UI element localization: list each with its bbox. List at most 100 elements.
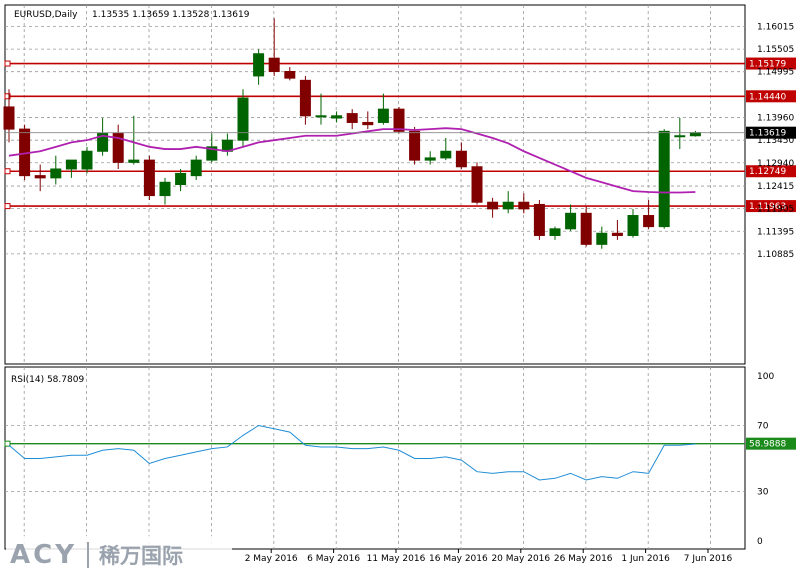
candle-body [674,135,686,138]
x-tick-label: 1 Jun 2016 [621,554,670,564]
candle-body [580,212,592,245]
level-price-box [746,200,796,213]
candle-body [81,150,93,170]
x-tick-label: 20 May 2016 [491,554,550,564]
level-price-box [746,57,796,70]
candle-body [65,159,77,170]
rsi-y-tick-label: 100 [757,372,774,382]
vertical-grid [23,5,711,549]
current-price-label: 1.13619 [749,129,786,139]
watermark-separator [87,542,90,568]
watermark-logo: ACY 稀万国际 [6,536,232,574]
y-tick-label: 1.11395 [757,227,794,237]
level-anchor [4,60,11,67]
rsi-y-tick-label: 0 [757,537,763,547]
candle-body [565,212,577,230]
candle-body [159,181,171,197]
y-tick-label: 1.12415 [757,182,794,192]
rsi-y-tick-label: 30 [757,488,769,498]
y-tick-label: 1.12940 [757,159,794,169]
price-levels: 1.15179 1.14440 1.12749 1.11963 [4,57,796,213]
candle-body [627,215,639,236]
candle-body [611,232,623,236]
rsi-panel-border [4,366,746,550]
rsi-indicator: 58.9888 [4,424,796,481]
candle-body [50,168,62,179]
x-tick-label: 26 May 2016 [554,554,613,564]
candle-body [190,159,202,177]
candle-body [471,166,483,203]
level-price-label: 1.14440 [749,92,786,102]
level-anchor [4,203,11,210]
x-tick-label: 11 May 2016 [367,554,426,564]
candle-body [362,121,374,126]
y-tick-label: 1.13960 [757,114,794,124]
candlesticks [3,18,701,249]
rsi-level-anchor [4,440,11,447]
candle-body [455,150,467,168]
candle-body [112,133,124,163]
rsi-label: RSI(14) 58.7809 [11,375,84,385]
candle-body [658,130,670,228]
level-price-label: 1.11963 [749,202,786,212]
candle-body [533,203,545,236]
candle-body [268,57,280,72]
rsi-level-label: 58.9888 [749,440,786,450]
x-axis-labels: 2 May 2016 6 May 2016 11 May 2016 16 May 20… [245,549,733,564]
candle-body [331,115,343,119]
candle-body [440,150,452,159]
level-price-label: 1.12749 [749,167,786,177]
x-tick-label: 6 May 2016 [307,554,360,564]
x-tick-label: 2 May 2016 [245,554,298,564]
candle-body [34,175,46,179]
candle-body [549,228,561,236]
candle-body [518,201,530,210]
level-price-box [746,90,796,103]
candle-body [3,106,15,130]
level-anchor [4,93,11,100]
ohlc-label: 1.13535 1.13659 1.13528 1.13619 [92,10,250,20]
candle-body [502,201,514,210]
watermark-chinese: 稀万国际 [99,544,184,568]
symbol-label: EURUSD,Daily [14,10,78,20]
candle-body [97,133,109,152]
candle-body [315,115,327,118]
candle-body [346,113,358,123]
y-tick-label: 1.16015 [757,22,794,32]
x-tick-label: 7 Jun 2016 [684,554,733,564]
ma-line [8,127,696,194]
rsi-line [8,424,696,481]
level-price-label: 1.15179 [749,60,786,70]
candle-body [237,97,249,141]
candle-body [143,159,155,197]
candle-body [175,172,187,186]
y-tick-label: 1.11905 [757,205,794,215]
y-tick-label: 1.13450 [757,136,794,146]
candle-body [487,201,499,210]
x-tick-label: 16 May 2016 [429,554,488,564]
y-tick-label: 1.14995 [757,68,794,78]
price-panel-border [4,4,746,365]
y-tick-label: 1.10885 [757,250,794,260]
watermark-brand: ACY [10,540,78,570]
candle-body [393,108,405,132]
candle-body [409,130,421,161]
current-price-box [746,126,796,139]
candle-body [689,132,701,137]
candle-body [424,157,436,161]
candle-body [206,146,218,161]
rsi-y-tick-label: 70 [757,422,769,432]
moving-average [8,127,696,194]
candle-body [596,232,608,245]
candle-body [643,215,655,228]
y-tick-label: 1.15505 [757,45,794,55]
candle-body [253,53,265,77]
y-axis-labels: 1.16015 1.15505 1.14995 1.13960 1.13450 1.129… [757,22,794,547]
level-anchor [4,168,11,175]
candle-body [299,79,311,117]
candle-body [128,159,140,163]
candle-body [284,70,296,79]
current-price: 1.13619 [5,126,796,139]
